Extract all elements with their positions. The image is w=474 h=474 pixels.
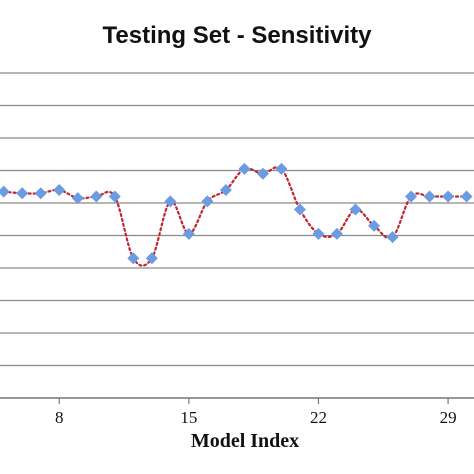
series-line (2, 166, 468, 267)
data-point (312, 227, 325, 240)
data-point (71, 192, 84, 205)
data-point (127, 252, 140, 265)
data-point (275, 162, 288, 175)
data-point (405, 190, 418, 203)
x-axis-label: Model Index (190, 430, 300, 452)
data-point (349, 203, 362, 216)
data-point (368, 219, 381, 232)
data-point (164, 195, 177, 208)
data-point (53, 184, 66, 196)
data-point (34, 187, 47, 200)
x-tick-label: 29 (440, 408, 457, 427)
data-point (219, 184, 232, 196)
data-point (108, 190, 121, 203)
data-point (442, 190, 455, 203)
data-point (386, 231, 399, 244)
data-point (238, 162, 251, 175)
x-tick-label: 22 (310, 408, 327, 427)
data-point (460, 190, 473, 203)
chart-title: Testing Set - Sensitivity (102, 22, 372, 49)
x-tick-label: 15 (180, 408, 197, 427)
data-point (330, 227, 343, 240)
data-point (90, 190, 103, 203)
data-point (0, 185, 10, 198)
x-tick-label: 8 (55, 408, 64, 427)
data-point (145, 252, 158, 265)
data-point (256, 167, 269, 180)
data-point (423, 190, 436, 203)
data-point (182, 227, 195, 240)
data-point (201, 195, 214, 208)
data-point (293, 203, 306, 216)
data-point (16, 187, 29, 200)
